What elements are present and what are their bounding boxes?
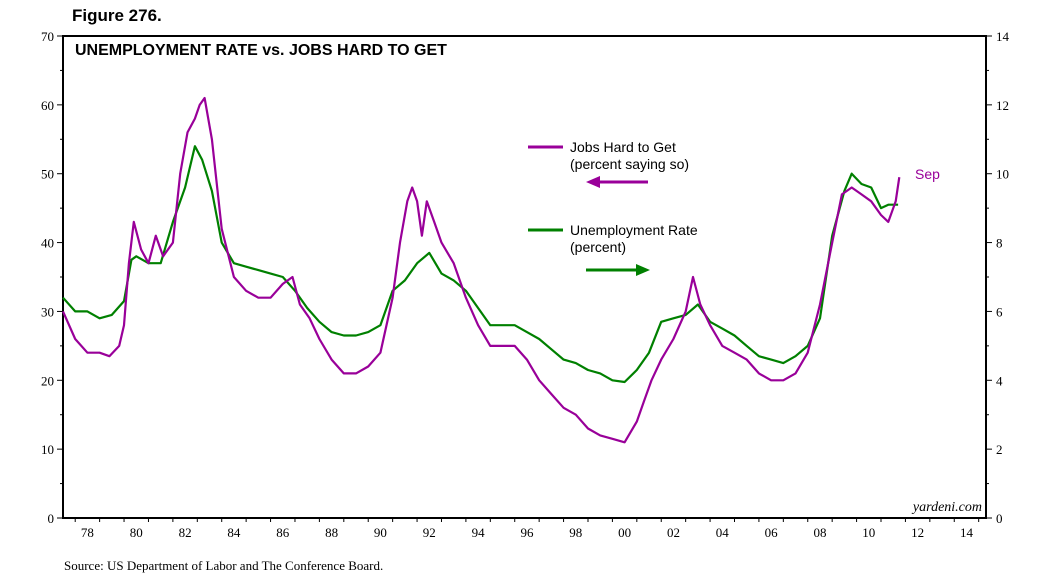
x-axis-tick-label: 78: [81, 525, 94, 540]
chart-title: UNEMPLOYMENT RATE vs. JOBS HARD TO GET: [75, 42, 447, 59]
right-axis-tick-label: 6: [996, 304, 1003, 319]
x-axis-tick-label: 02: [667, 525, 680, 540]
right-axis-tick-label: 8: [996, 236, 1003, 251]
right-axis-tick-label: 12: [996, 98, 1009, 113]
x-axis-tick-label: 00: [618, 525, 631, 540]
legend: Jobs Hard to Get (percent saying so) Une…: [528, 139, 698, 276]
right-arrow-icon: [586, 264, 650, 276]
left-axis-tick-label: 30: [41, 304, 54, 319]
legend-sublabel-jobs-hard-to-get: (percent saying so): [570, 156, 689, 172]
right-axis-tick-label: 2: [996, 442, 1003, 457]
x-axis-tick-label: 80: [130, 525, 143, 540]
series-line-unemployment-rate: [62, 145, 899, 384]
left-axis-tick-label: 10: [41, 442, 54, 457]
left-axis-tick-label: 60: [41, 98, 54, 113]
end-annotation-sep: Sep: [915, 166, 940, 182]
x-axis-tick-label: 06: [765, 525, 779, 540]
right-axis-tick-label: 4: [996, 373, 1003, 388]
figure-label: Figure 276.: [72, 6, 162, 25]
legend-sublabel-unemployment-rate: (percent): [570, 239, 626, 255]
x-axis-tick-label: 96: [520, 525, 534, 540]
x-axis-tick-label: 82: [179, 525, 192, 540]
x-axis-tick-label: 84: [227, 525, 241, 540]
right-axis-tick-label: 14: [996, 29, 1010, 44]
plot-frame: [62, 35, 987, 519]
left-axis-tick-label: 40: [41, 236, 54, 251]
x-axis-tick-label: 10: [862, 525, 875, 540]
right-axis-tick-label: 10: [996, 167, 1009, 182]
x-axis-tick-label: 86: [276, 525, 290, 540]
x-axis-tick-label: 90: [374, 525, 387, 540]
legend-label-unemployment-rate: Unemployment Rate: [570, 222, 698, 238]
left-arrow-icon: [586, 176, 648, 188]
x-axis-tick-label: 08: [813, 525, 826, 540]
series-line-jobs-hard-to-get: [61, 96, 901, 444]
watermark: yardeni.com: [911, 500, 982, 515]
legend-label-jobs-hard-to-get: Jobs Hard to Get: [570, 139, 676, 155]
series-layer: [61, 96, 901, 444]
left-axis-tick-label: 50: [41, 167, 54, 182]
x-axis-tick-label: 14: [960, 525, 974, 540]
x-axis-tick-label: 94: [472, 525, 486, 540]
left-axis-tick-label: 20: [41, 373, 54, 388]
x-axis-tick-label: 92: [423, 525, 436, 540]
x-axis-tick-label: 04: [716, 525, 730, 540]
x-axis-tick-label: 12: [911, 525, 924, 540]
left-axis-tick-label: 70: [41, 29, 54, 44]
x-axis-tick-label: 98: [569, 525, 582, 540]
right-axis-tick-label: 0: [996, 511, 1003, 526]
left-axis-tick-label: 0: [48, 511, 55, 526]
x-axis-tick-label: 88: [325, 525, 338, 540]
source-note: Source: US Department of Labor and The C…: [64, 558, 384, 573]
